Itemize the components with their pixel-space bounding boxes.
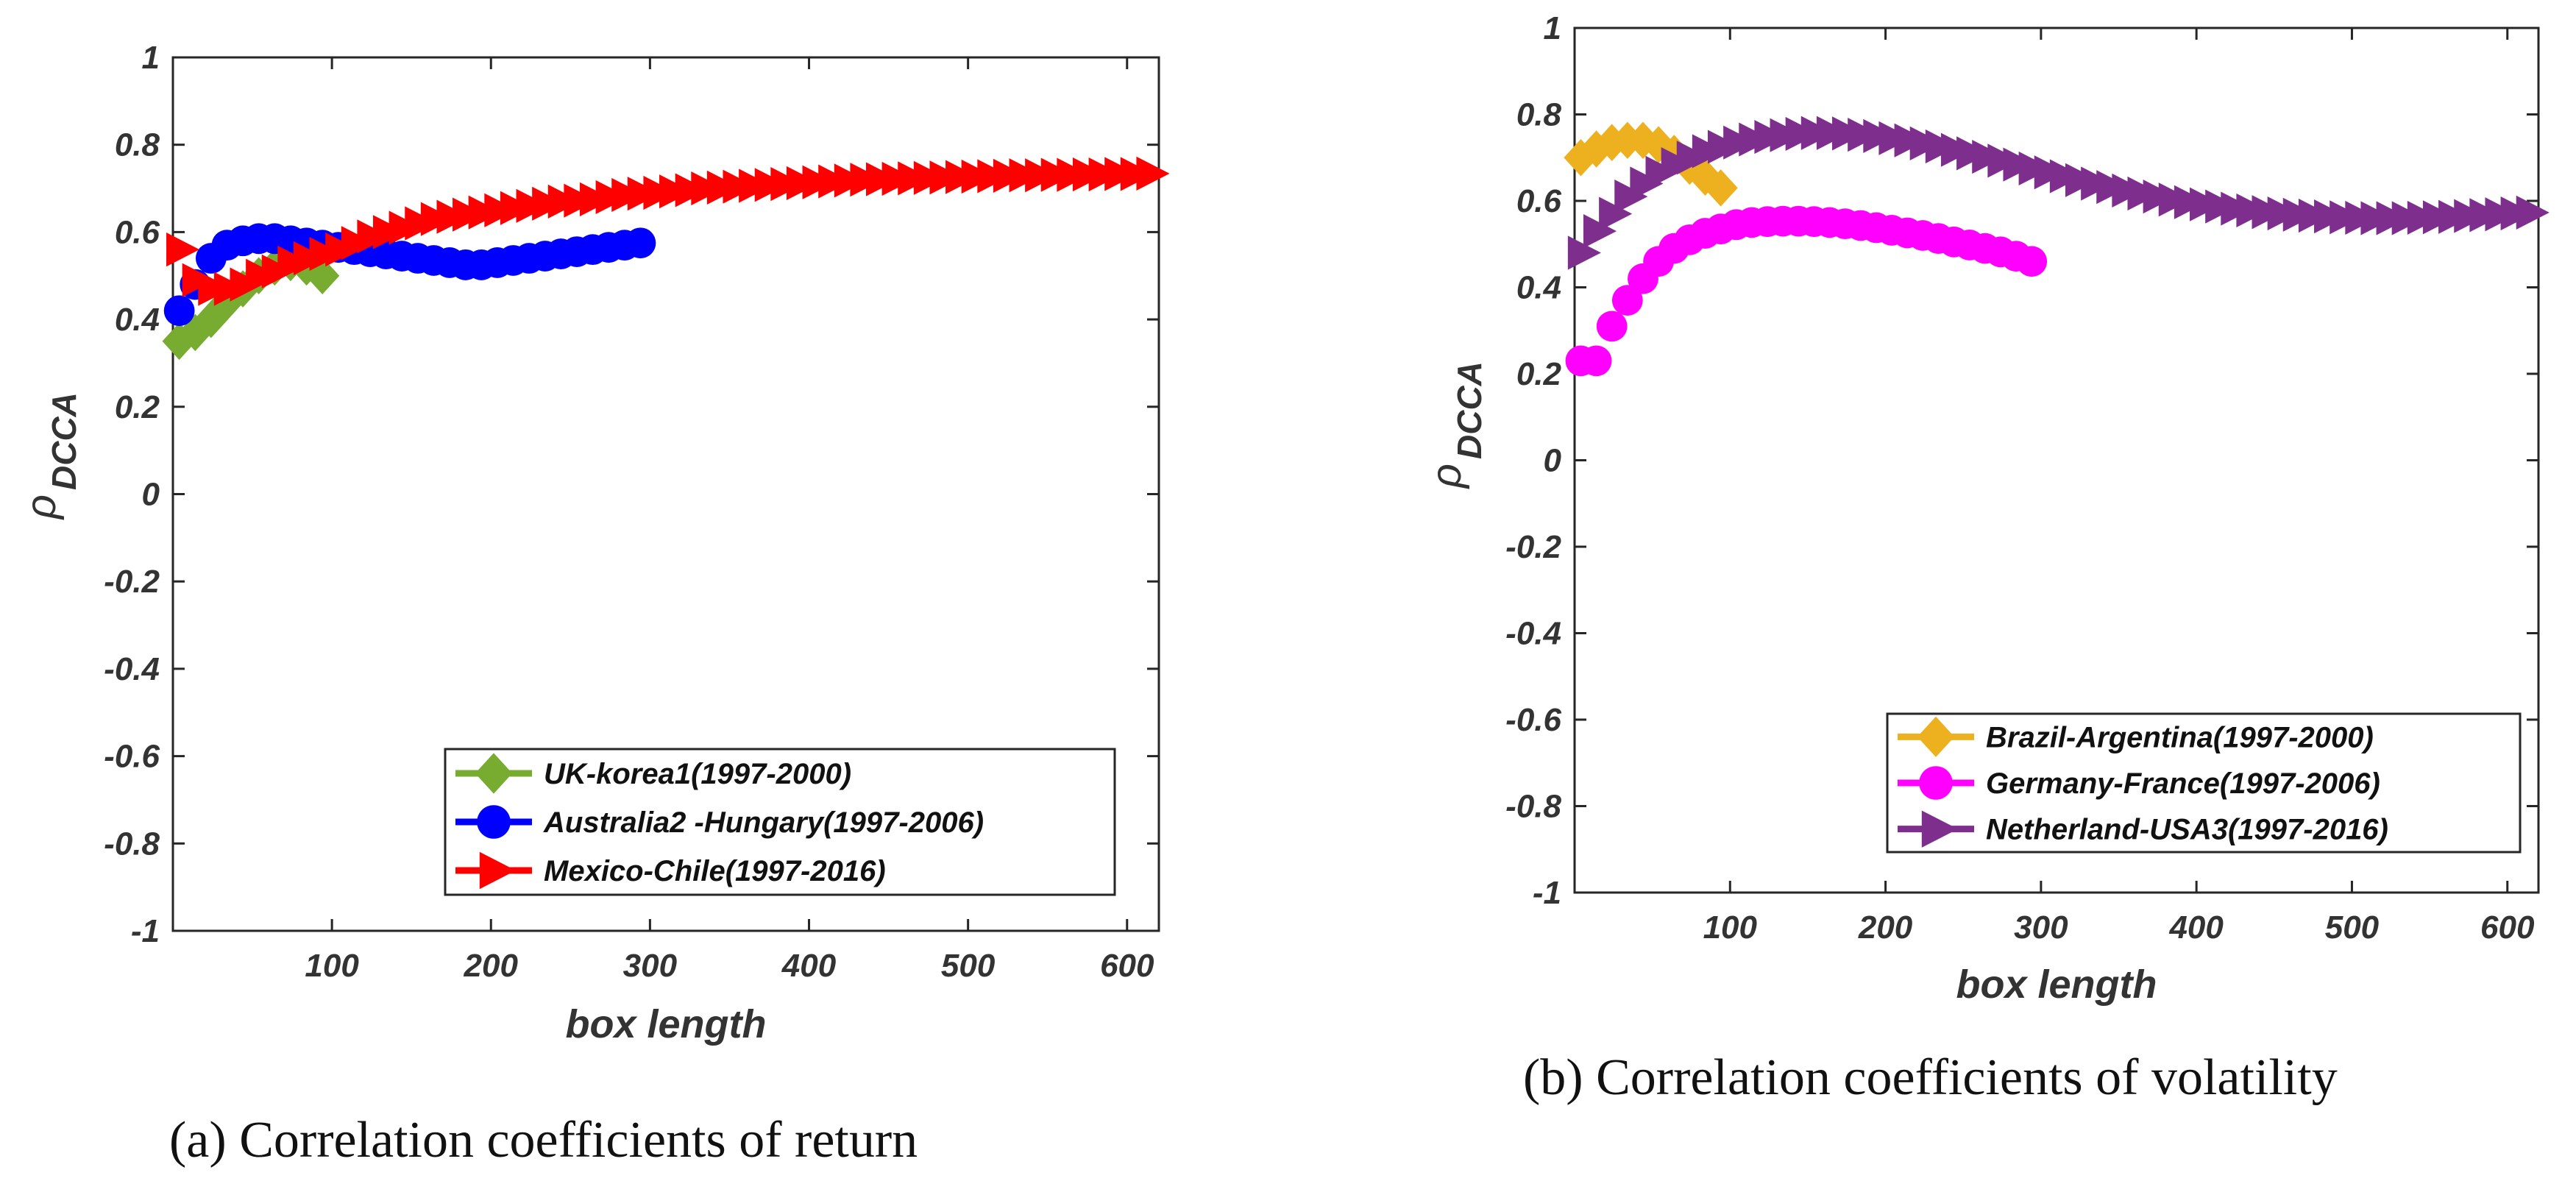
x-tick-label: 300 (2014, 909, 2068, 946)
x-tick-label: 600 (1100, 948, 1154, 984)
y-tick-label: 0 (142, 477, 160, 513)
y-tick-label: -0.6 (1505, 702, 1561, 738)
legend-marker (1921, 810, 1958, 848)
y-tick-label: -0.6 (104, 739, 160, 775)
data-point (625, 227, 656, 259)
legend-marker (1917, 716, 1955, 757)
x-tick-label: 500 (2325, 909, 2380, 946)
legend-marker (477, 805, 511, 839)
y-tick-label: -0.2 (1505, 529, 1561, 565)
y-tick-label: 1 (142, 40, 160, 76)
y-tick-label: 0.4 (115, 302, 160, 338)
y-tick-label: 0.6 (115, 214, 160, 250)
data-point (163, 295, 195, 327)
series-1 (1565, 205, 2048, 377)
x-tick-label: 100 (1703, 909, 1758, 946)
y-tick-label: 0.4 (1516, 270, 1561, 306)
chart-panel-volatility: 1 0.8 0.6 0.4 0.2 0 -0.2 -0.4 -0.6 -0.8 -1 100 200 30… (1422, 10, 2550, 1007)
data-point (1567, 235, 1601, 270)
data-point (1703, 169, 1738, 207)
legend-entry-label: Mexico-Chile(1997-2016) (544, 855, 886, 887)
y-axis-label: ρ DCCA (1422, 361, 1489, 489)
chart-panel-return: 1 0.8 0.6 0.4 0.2 0 -0.2 -0.4 -0.6 -0.8 -1 100 200 30… (17, 40, 1170, 1046)
x-tick-label: 200 (464, 948, 519, 984)
y-axis-label-subscript: DCCA (45, 392, 83, 490)
y-tick-label: 0.8 (1516, 97, 1562, 133)
legend: Brazil-Argentina(1997-2000) Germany-Franc… (1886, 712, 2522, 854)
y-tick-label: -1 (1533, 875, 1561, 911)
y-tick-label: -0.8 (104, 826, 160, 862)
legend-box (1886, 712, 2522, 854)
legend-marker (1919, 766, 1953, 800)
series-2 (1567, 116, 2550, 270)
y-axis-label: ρ DCCA (17, 392, 83, 520)
x-tick-label: 400 (2168, 909, 2224, 946)
x-tick-label: 300 (623, 948, 678, 984)
data-point (166, 233, 200, 267)
x-axis-label: box length (1956, 962, 2157, 1007)
series-1 (163, 223, 656, 327)
x-tick-label: 200 (1858, 909, 1913, 946)
y-tick-label: -0.4 (104, 651, 160, 687)
y-axis-label-symbol: ρ (17, 494, 65, 520)
y-axis-label-symbol: ρ (1422, 464, 1470, 489)
caption-volatility: (b) Correlation coefficients of volatili… (1523, 1049, 2338, 1106)
x-tick-label: 400 (781, 948, 837, 984)
data-point (1599, 196, 1633, 231)
data-point (2516, 195, 2550, 230)
y-tick-label: 0.2 (115, 389, 160, 425)
data-point (305, 257, 340, 295)
x-axis-label: box length (566, 1002, 767, 1046)
x-tick-label: 600 (2480, 909, 2535, 946)
data-point (1583, 214, 1617, 249)
data-point (162, 322, 196, 361)
legend-entry-label: Australia2 -Hungary(1997-2006) (543, 806, 984, 839)
legend-entry-label: UK-korea1(1997-2000) (544, 758, 851, 790)
y-tick-label: -0.8 (1505, 789, 1561, 825)
y-tick-label: 0 (1544, 443, 1562, 479)
y-tick-label: 0.8 (115, 127, 160, 163)
legend-box (444, 748, 1116, 896)
y-tick-label: -1 (131, 913, 160, 949)
y-tick-label: 1 (1544, 10, 1561, 46)
legend-entry-label: Netherland-USA3(1997-2016) (1986, 814, 2388, 846)
legend: UK-korea1(1997-2000) Australia2 -Hungary(… (444, 748, 1116, 896)
y-tick-label: 0.2 (1516, 356, 1562, 392)
data-point (1611, 285, 1643, 316)
x-tick-label: 100 (305, 948, 359, 984)
y-tick-label: 0.6 (1516, 183, 1562, 219)
legend-entry-label: Germany-France(1997-2006) (1986, 767, 2380, 800)
x-tick-label: 500 (941, 948, 996, 984)
data-point (1136, 156, 1170, 191)
y-tick-label: -0.2 (104, 564, 160, 600)
legend-marker (479, 851, 516, 890)
data-point (2016, 246, 2048, 277)
y-axis-label-subscript: DCCA (1450, 361, 1489, 459)
caption-return: (a) Correlation coefficients of return (169, 1112, 918, 1168)
legend-marker (475, 753, 513, 794)
legend-entry-label: Brazil-Argentina(1997-2000) (1986, 721, 2374, 753)
data-point (1596, 311, 1628, 342)
data-point (1580, 345, 1612, 377)
y-tick-label: -0.4 (1505, 616, 1561, 652)
series-2 (166, 156, 1170, 306)
